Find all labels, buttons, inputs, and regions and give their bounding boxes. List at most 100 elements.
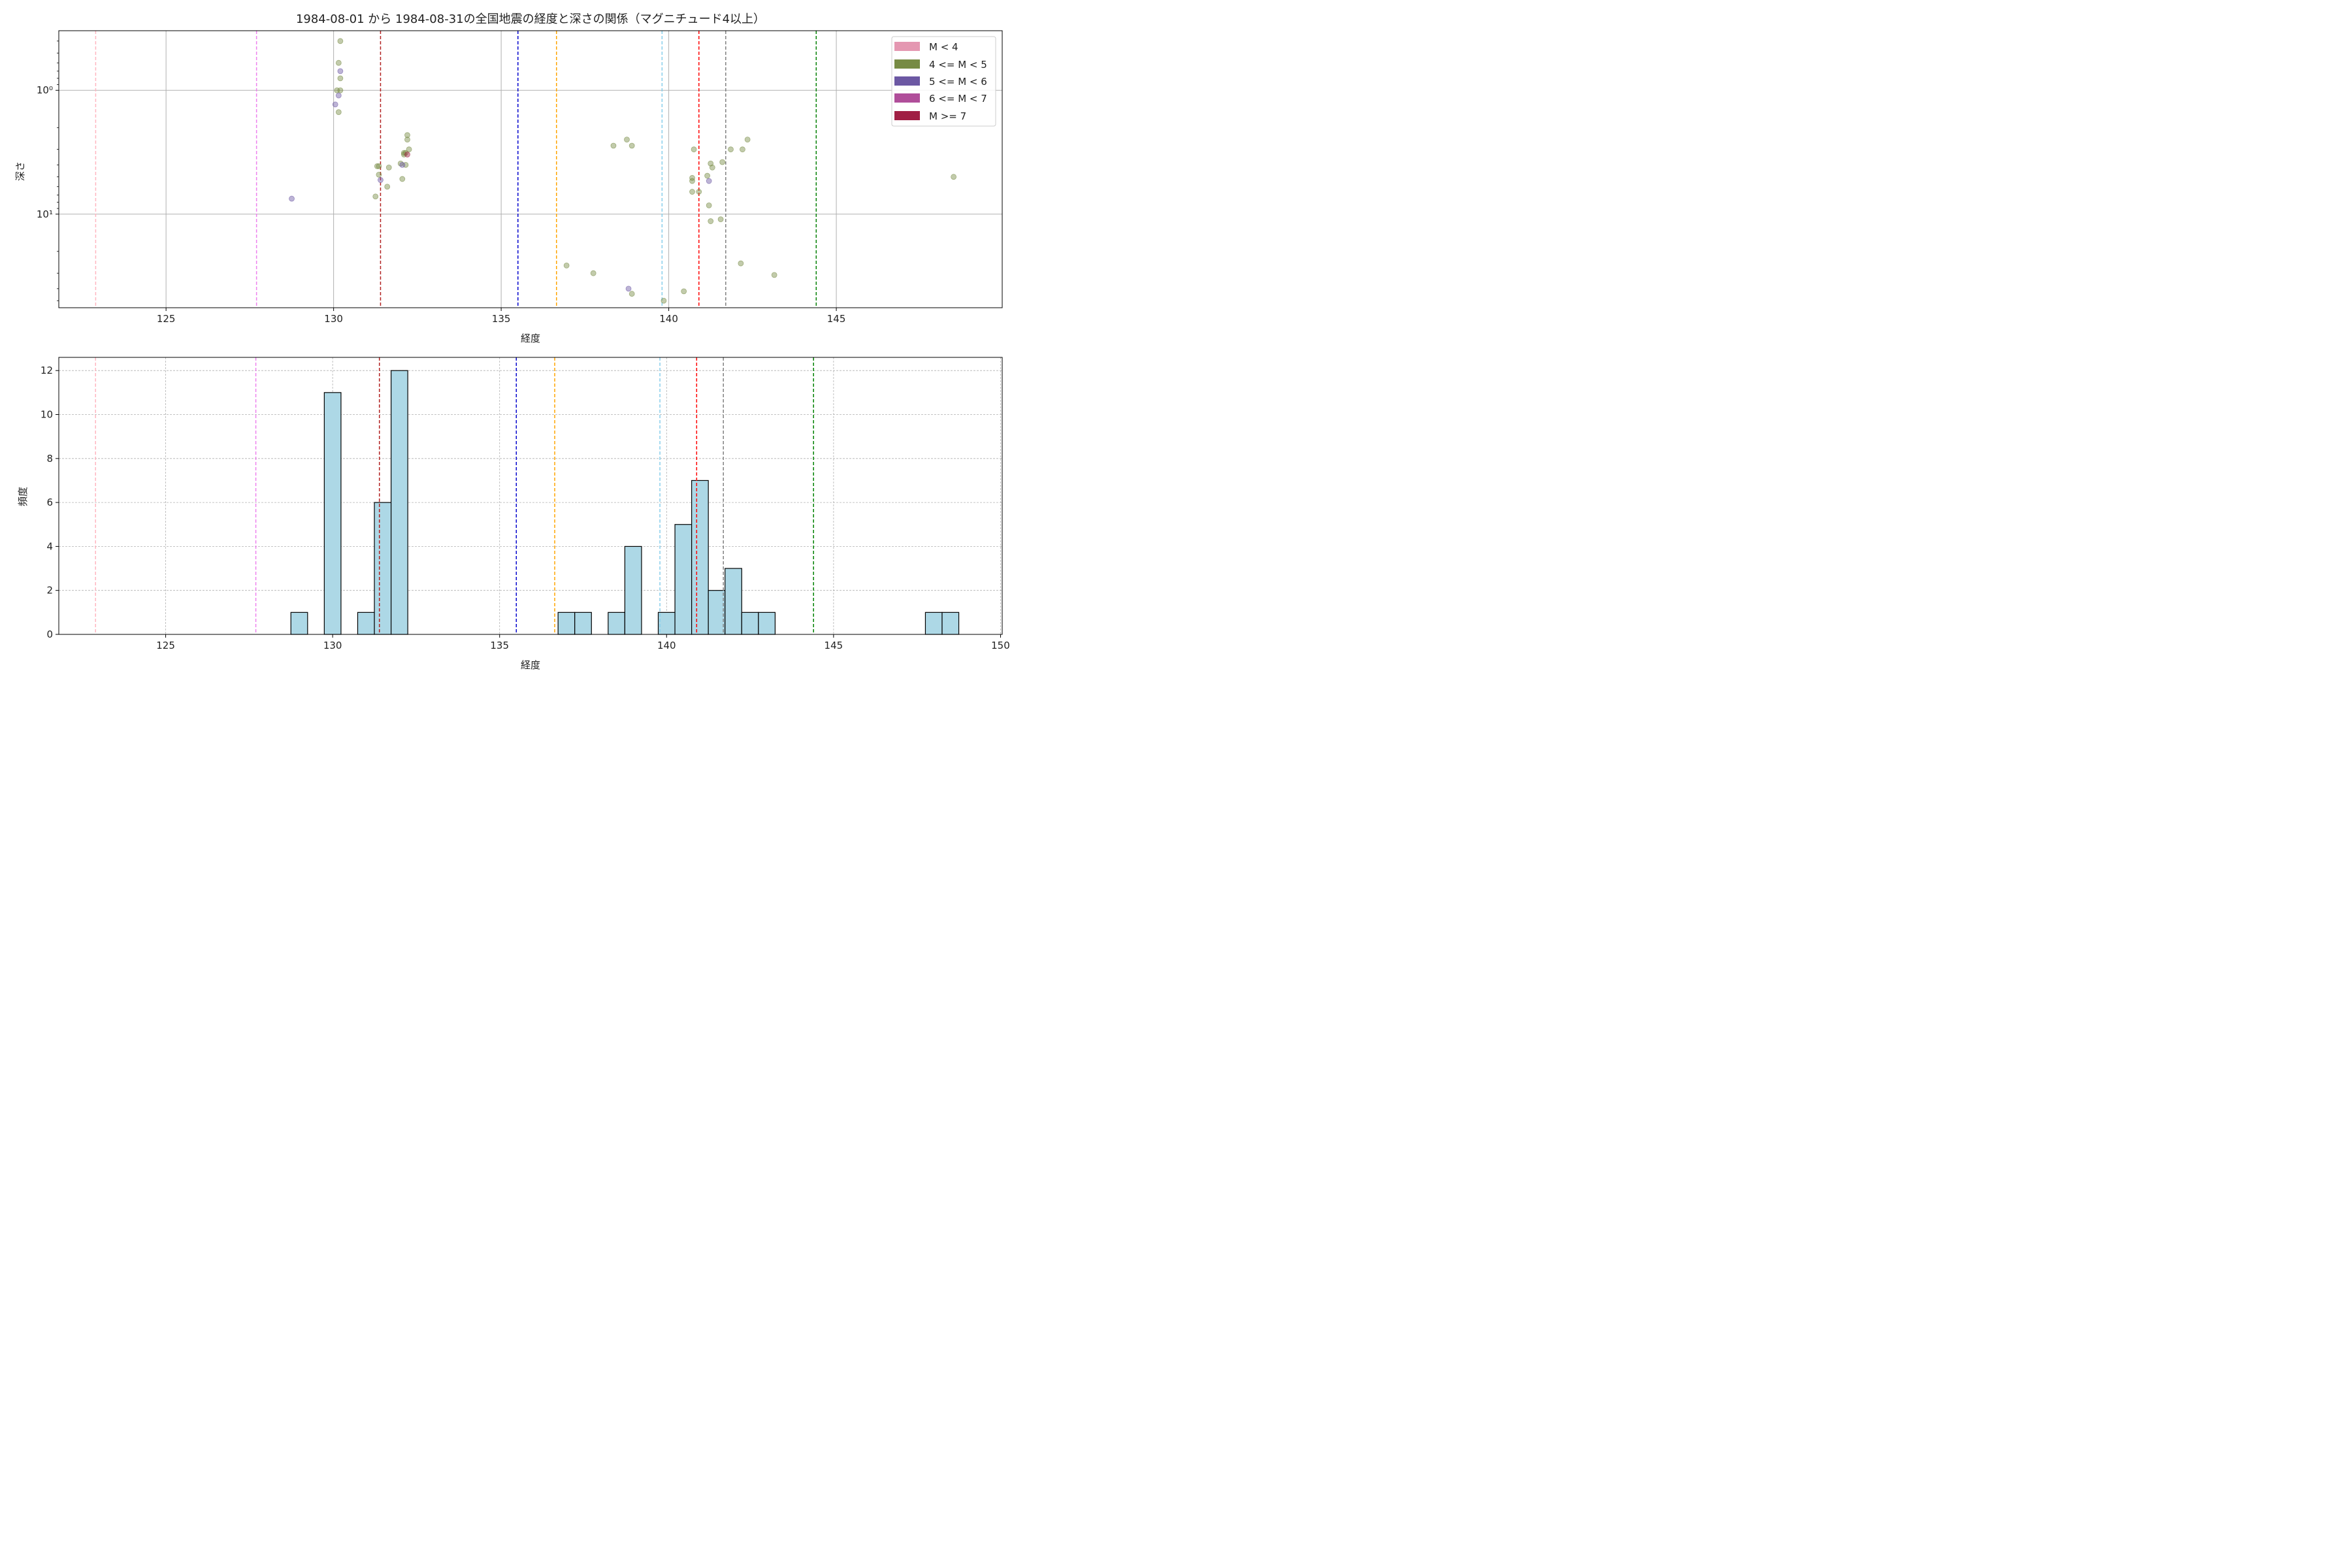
data-point — [563, 262, 570, 269]
legend-box — [891, 36, 996, 127]
scatter-reference-lines — [95, 31, 817, 308]
histogram-bar — [390, 370, 408, 635]
histogram-bar — [374, 502, 392, 635]
histogram-bar — [741, 612, 759, 635]
legend-label: M < 4 — [929, 41, 958, 53]
y-tick-label: 0 — [46, 629, 53, 640]
data-point — [951, 174, 957, 180]
histogram-x-axis-label: 経度 — [521, 659, 540, 671]
data-point — [337, 38, 344, 44]
legend: M < 4 4 <= M < 5 5 <= M < 6 6 <= M < 7 M… — [891, 36, 996, 127]
data-point — [704, 172, 710, 179]
data-point — [372, 193, 379, 200]
histogram-plot-frame — [58, 357, 1003, 635]
data-point — [717, 216, 724, 222]
data-point — [406, 146, 412, 153]
x-tick-label: 135 — [492, 313, 511, 325]
data-point — [376, 171, 382, 178]
y-tick-label: 6 — [46, 497, 53, 508]
data-point — [691, 146, 697, 153]
legend-swatch — [894, 42, 920, 51]
x-tick-label: 135 — [490, 640, 509, 651]
scatter-y-ticks: 10⁰ 10¹ — [37, 41, 59, 301]
y-tick-label: 12 — [41, 365, 53, 376]
histogram-reference-lines — [95, 357, 814, 634]
y-tick-label: 8 — [46, 453, 53, 465]
y-tick-label: 4 — [46, 540, 53, 552]
histogram-bar — [674, 524, 693, 635]
histogram-bar — [624, 546, 642, 635]
histogram-bar — [574, 612, 592, 635]
histogram-bar — [924, 612, 943, 635]
data-point — [335, 92, 342, 99]
data-point — [610, 142, 617, 149]
data-point — [624, 137, 630, 143]
data-point — [681, 288, 687, 295]
scatter-points — [289, 38, 957, 304]
histogram-y-ticks: 0 2 4 6 8 10 12 — [41, 365, 59, 640]
data-point — [738, 260, 744, 267]
data-point — [404, 132, 410, 139]
legend-swatch — [894, 93, 920, 103]
data-point — [629, 291, 635, 297]
scatter-x-axis-label: 経度 — [521, 333, 540, 344]
data-point — [661, 297, 667, 304]
data-point — [706, 178, 712, 184]
y-tick-label: 10¹ — [37, 208, 53, 220]
data-point — [708, 218, 714, 224]
histogram-x-ticks: 125 130 135 140 145 150 — [156, 634, 1010, 651]
data-point — [771, 272, 777, 278]
histogram-bar — [608, 612, 625, 635]
data-point — [689, 189, 695, 195]
data-point — [719, 159, 726, 165]
x-tick-label: 145 — [825, 640, 843, 651]
figure: 1984-08-01 から 1984-08-31の全国地震の経度と深さの関係（マ… — [0, 0, 1022, 681]
data-point — [335, 109, 342, 116]
data-point — [404, 152, 410, 157]
data-point — [689, 174, 695, 181]
data-point — [402, 150, 409, 156]
data-point — [404, 137, 410, 143]
data-point — [337, 68, 344, 74]
histogram-bar — [290, 612, 308, 635]
data-point — [337, 75, 344, 82]
y-tick-label: 2 — [46, 585, 53, 596]
x-tick-label: 145 — [827, 313, 846, 325]
histogram-bar — [758, 612, 776, 635]
data-point — [696, 189, 702, 195]
y-tick-label: 10 — [41, 408, 53, 420]
histogram-bar — [708, 590, 726, 635]
x-tick-label: 140 — [657, 640, 676, 651]
data-point — [400, 150, 407, 156]
scatter-grid — [59, 31, 1002, 308]
histogram-bar — [657, 612, 676, 635]
histogram-bar — [941, 612, 960, 635]
data-point — [744, 137, 751, 143]
data-point — [399, 161, 406, 168]
legend-label: 5 <= M < 6 — [929, 76, 987, 88]
data-point — [337, 87, 344, 93]
histogram-bar — [357, 612, 375, 635]
scatter-x-ticks: 125 130 135 140 145 — [157, 308, 846, 325]
data-point — [400, 152, 407, 157]
data-point — [376, 163, 382, 169]
data-point — [590, 270, 596, 276]
x-tick-label: 130 — [324, 313, 343, 325]
x-tick-label: 140 — [659, 313, 678, 325]
histogram-bar — [557, 612, 576, 635]
legend-swatch — [894, 59, 920, 69]
data-point — [374, 163, 380, 169]
data-point — [334, 87, 340, 93]
legend-label: M >= 7 — [929, 110, 966, 122]
scatter-title: 1984-08-01 から 1984-08-31の全国地震の経度と深さの関係（マ… — [296, 12, 765, 26]
histogram-y-axis-label: 頻度 — [17, 487, 29, 506]
histogram-bar — [691, 480, 709, 635]
data-point — [709, 164, 715, 171]
x-tick-label: 150 — [991, 640, 1010, 651]
legend-swatch — [894, 111, 920, 120]
scatter-y-axis-label: 深さ — [14, 161, 26, 181]
histogram-bar — [323, 392, 342, 635]
data-point — [399, 176, 406, 182]
y-tick-label: 10⁰ — [37, 84, 53, 96]
data-point — [289, 195, 295, 202]
